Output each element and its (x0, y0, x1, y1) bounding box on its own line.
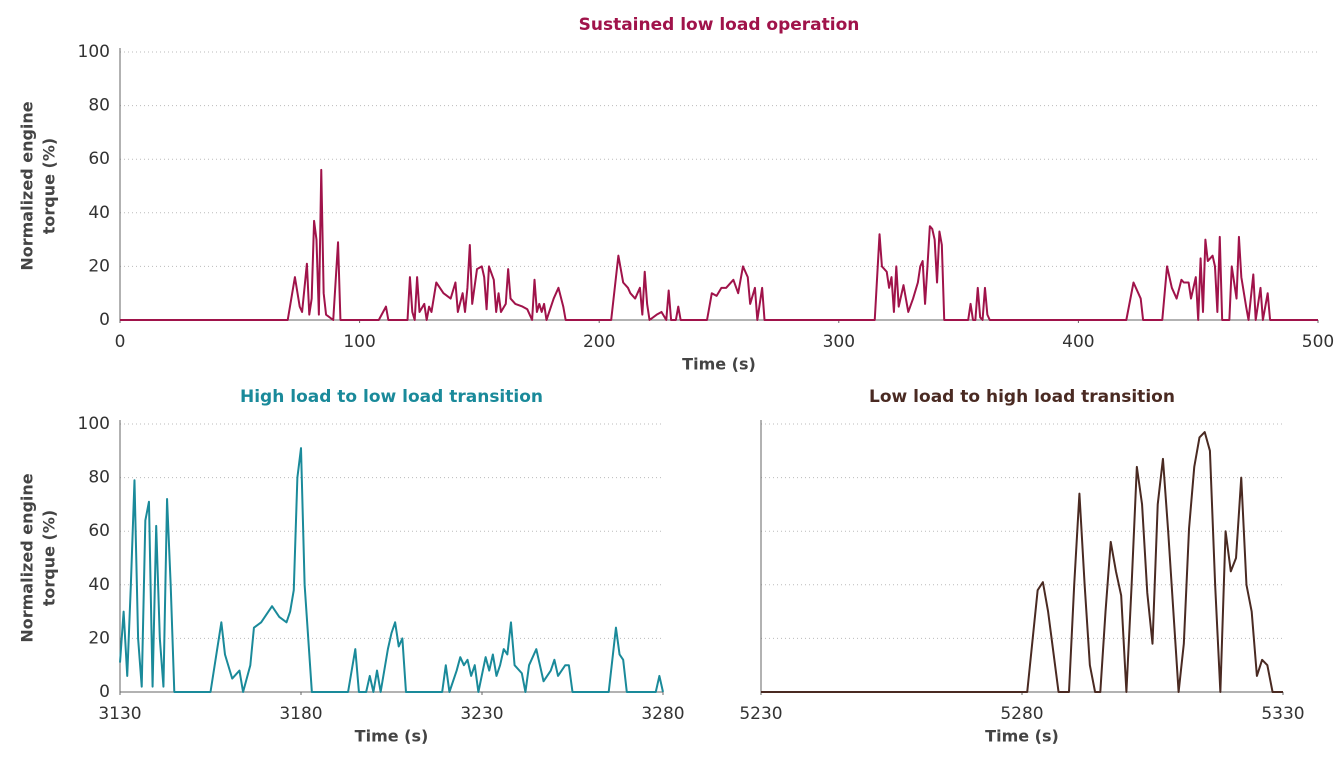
y-tick-label: 20 (88, 256, 110, 276)
y-tick-label: 40 (88, 203, 110, 223)
x-tick-label: 200 (583, 332, 615, 352)
y-tick-label: 60 (88, 149, 110, 169)
x-tick-label: 5230 (739, 704, 782, 724)
x-tick-label: 5330 (1261, 704, 1304, 724)
x-axis-label: Time (s) (682, 355, 756, 374)
x-tick-label: 3130 (98, 704, 141, 724)
x-tick-label: 3230 (460, 704, 503, 724)
x-tick-label: 5280 (1000, 704, 1043, 724)
y-axis-label: torque (%) (40, 510, 59, 606)
x-tick-label: 3280 (641, 704, 684, 724)
y-tick-label: 100 (78, 414, 110, 434)
x-tick-label: 3180 (279, 704, 322, 724)
x-tick-label: 0 (115, 332, 126, 352)
y-axis-label: Normalized engine (18, 473, 37, 642)
y-axis-label: Normalized engine (18, 101, 37, 270)
series-line (761, 431, 1283, 693)
y-tick-label: 40 (88, 575, 110, 595)
x-tick-label: 300 (823, 332, 855, 352)
x-tick-label: 100 (343, 332, 375, 352)
x-axis-label: Time (s) (355, 727, 429, 746)
y-tick-label: 80 (88, 468, 110, 488)
y-tick-label: 80 (88, 96, 110, 116)
chart-title: High load to low load transition (240, 387, 543, 407)
chart-title: Low load to high load transition (869, 387, 1175, 407)
series-line (119, 447, 664, 693)
x-axis-label: Time (s) (985, 727, 1059, 746)
x-tick-label: 500 (1302, 332, 1334, 352)
y-tick-label: 20 (88, 628, 110, 648)
chart-title: Sustained low load operation (579, 15, 860, 35)
x-tick-label: 400 (1062, 332, 1094, 352)
series-line (120, 168, 1318, 321)
y-axis-label: torque (%) (40, 138, 59, 234)
y-tick-label: 100 (78, 42, 110, 62)
y-tick-label: 0 (99, 682, 110, 702)
y-tick-label: 60 (88, 521, 110, 541)
y-tick-label: 0 (99, 310, 110, 330)
